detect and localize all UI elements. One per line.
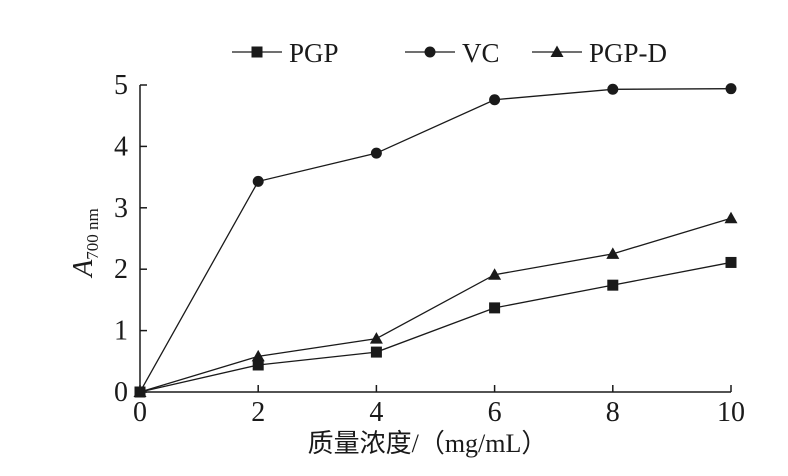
series-line-pgp-d xyxy=(139,217,732,393)
data-point-pgp xyxy=(252,359,264,371)
x-tick-label: 6 xyxy=(488,397,502,428)
y-axis-label-main: A xyxy=(68,259,99,279)
legend-label: VC xyxy=(462,38,500,68)
data-point-pgp-d xyxy=(251,349,265,362)
x-tick-label: 10 xyxy=(717,397,745,428)
legend: PGP VC PGP-D xyxy=(232,38,667,68)
data-point-pgp-d xyxy=(133,385,147,397)
data-point-vc xyxy=(725,83,737,95)
series-line-vc xyxy=(139,88,732,393)
data-point-pgp xyxy=(725,256,737,268)
data-point-pgp-d xyxy=(606,247,620,259)
data-point-pgp xyxy=(607,279,619,291)
legend-label: PGP-D xyxy=(589,38,667,68)
data-point-vc xyxy=(489,94,501,106)
y-axis-label-subscript: 700 nm xyxy=(83,208,102,259)
x-tick-label: 2 xyxy=(251,397,265,428)
x-tick-label: 0 xyxy=(133,397,147,428)
data-point-vc xyxy=(370,147,382,159)
data-point-pgp xyxy=(370,346,382,358)
x-axis-ticks: 0 2 4 6 8 10 xyxy=(133,385,745,428)
data-point-vc xyxy=(607,83,619,95)
legend-marker-triangle xyxy=(550,45,564,57)
legend-item-pgp: PGP xyxy=(232,38,339,68)
series-pgp xyxy=(134,256,737,398)
x-axis-label: 质量浓度/（mg/mL） xyxy=(308,429,548,458)
data-point-pgp xyxy=(489,302,501,314)
series-pgp-d xyxy=(133,211,738,397)
data-point-pgp-d xyxy=(488,268,502,280)
legend-item-pgp-d: PGP-D xyxy=(532,38,667,68)
y-tick-label: 4 xyxy=(114,131,128,162)
series-group xyxy=(133,83,738,398)
y-tick-label: 5 xyxy=(114,70,128,101)
legend-marker-circle xyxy=(424,46,436,58)
series-vc xyxy=(134,83,737,398)
y-axis-ticks: 0 1 2 3 4 5 xyxy=(114,70,147,408)
y-tick-label: 3 xyxy=(114,193,128,224)
data-point-pgp-d xyxy=(369,332,383,344)
x-tick-label: 8 xyxy=(606,397,620,428)
y-tick-label: 2 xyxy=(114,254,128,285)
data-point-vc xyxy=(252,175,264,187)
series-line-pgp xyxy=(139,261,732,393)
legend-label: PGP xyxy=(289,38,339,68)
y-tick-label: 1 xyxy=(114,316,128,347)
legend-item-vc: VC xyxy=(405,38,500,68)
plot-area: 0 2 4 6 8 10 0 1 2 3 4 5 xyxy=(114,70,745,428)
x-tick-label: 4 xyxy=(369,397,383,428)
legend-marker-square xyxy=(251,46,263,58)
y-tick-label: 0 xyxy=(114,377,128,408)
data-point-pgp-d xyxy=(724,211,738,224)
y-axis-label: A700 nm xyxy=(68,208,102,279)
